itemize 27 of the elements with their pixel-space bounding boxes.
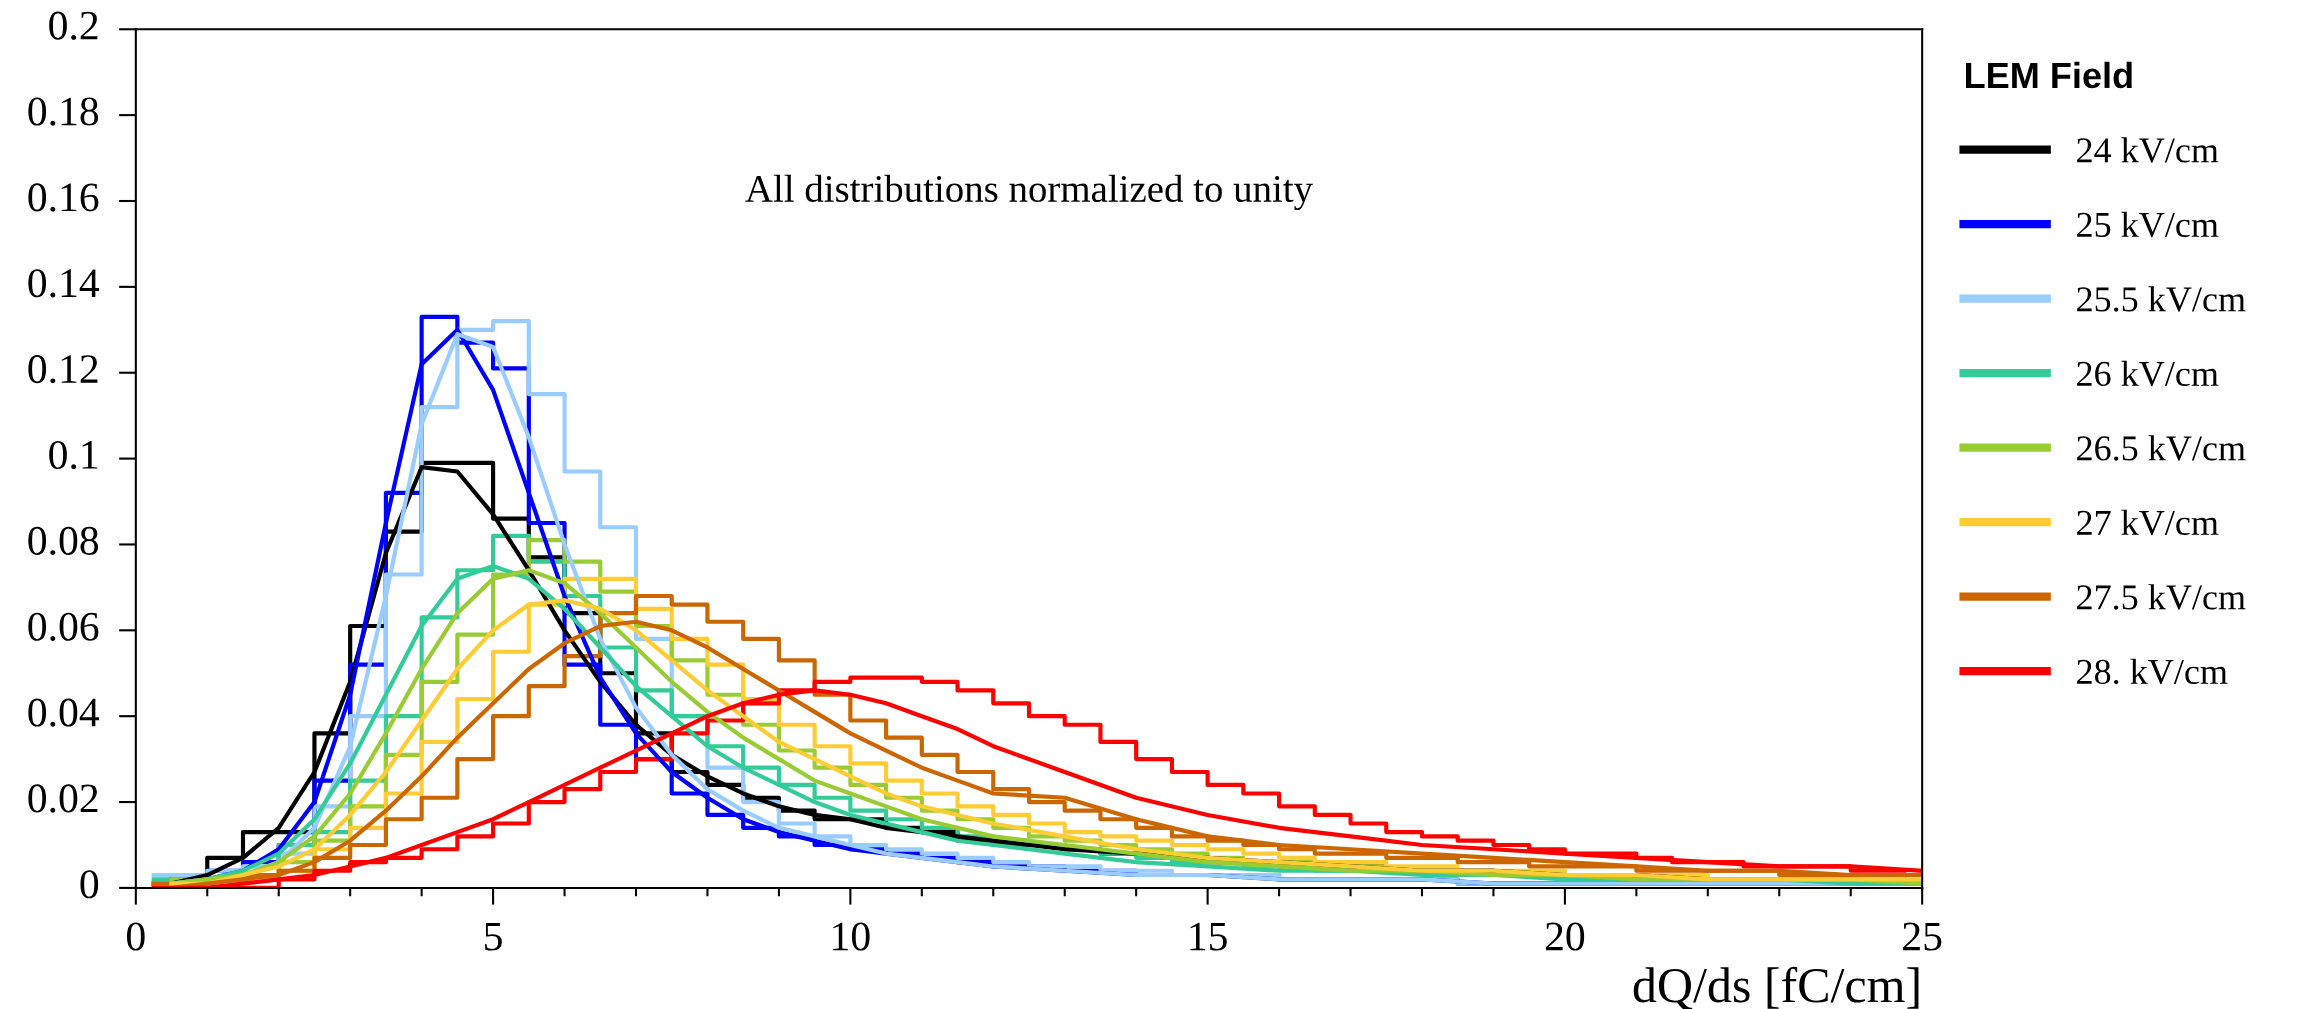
legend-label: 24 kV/cm bbox=[2077, 137, 2219, 163]
legend-label: 25.5 kV/cm bbox=[2077, 286, 2246, 312]
legend-label: 27 kV/cm bbox=[2077, 509, 2219, 536]
legend-label: 25 kV/cm bbox=[2077, 211, 2219, 238]
y-tick-label: 0.18 bbox=[28, 97, 99, 126]
annotation: All distributions normalized to unity bbox=[745, 174, 1313, 211]
y-tick-label: 0.12 bbox=[28, 355, 98, 384]
x-tick-label: 25 bbox=[1903, 922, 1942, 951]
y-tick-label: 0.16 bbox=[28, 183, 99, 212]
y-tick-label: 0.06 bbox=[28, 612, 99, 641]
y-tick-label: 0.1 bbox=[49, 440, 98, 470]
legend-label: 28. kV/cm bbox=[2077, 658, 2228, 685]
legend-title: LEM Field bbox=[1966, 61, 2132, 89]
legend-label: 26 kV/cm bbox=[2077, 360, 2219, 387]
x-tick-label: 20 bbox=[1545, 922, 1585, 951]
y-tick-label: 0.2 bbox=[49, 11, 98, 40]
y-tick-label: 0.04 bbox=[28, 698, 100, 727]
x-tick-label: 5 bbox=[485, 922, 502, 951]
y-tick-label: 0.02 bbox=[28, 784, 98, 813]
y-tick-label: 0.14 bbox=[28, 269, 100, 298]
y-tick-label: 0 bbox=[80, 870, 99, 899]
x-tick-label: 10 bbox=[833, 922, 870, 951]
legend-label: 26.5 kV/cm bbox=[2077, 435, 2246, 461]
legend-label: 27.5 kV/cm bbox=[2077, 584, 2246, 610]
x-tick-label: 15 bbox=[1190, 922, 1227, 951]
y-tick-label: 0.08 bbox=[28, 526, 99, 556]
x-tick-label: 0 bbox=[126, 922, 145, 951]
